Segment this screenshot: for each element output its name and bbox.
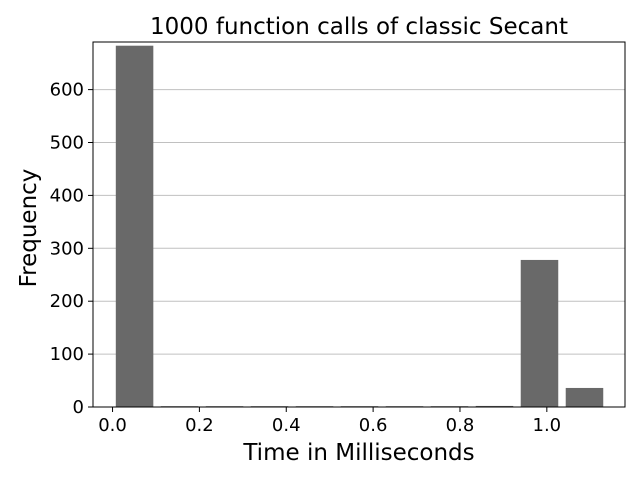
x-tick-label: 0.2: [185, 415, 214, 436]
y-tick-label: 300: [50, 238, 84, 259]
x-axis-label: Time in Milliseconds: [242, 440, 474, 466]
y-tick-label: 0: [73, 397, 84, 418]
x-tick-label: 1.0: [533, 415, 562, 436]
y-tick-label: 100: [50, 344, 84, 365]
x-tick-label: 0.8: [446, 415, 475, 436]
y-tick-label: 500: [50, 133, 84, 154]
x-tick-label: 0.6: [359, 415, 388, 436]
y-tick-label: 400: [50, 185, 84, 206]
x-tick-label: 0.0: [98, 415, 127, 436]
bars: [115, 45, 604, 407]
y-tick-label: 200: [50, 291, 84, 312]
histogram-bar: [115, 45, 154, 407]
y-tick-label: 600: [50, 80, 84, 101]
y-axis-label: Frequency: [16, 169, 42, 288]
x-tick-label: 0.4: [272, 415, 301, 436]
y-axis-ticks: 0 100 200 300 400 500 600: [50, 80, 93, 418]
histogram-bar: [565, 387, 604, 407]
x-axis-ticks: 0.0 0.2 0.4 0.6 0.8 1.0: [98, 407, 561, 436]
chart-title: 1000 function calls of classic Secant: [150, 14, 568, 40]
plot-frame: [92, 41, 626, 408]
histogram-bar: [475, 405, 514, 407]
histogram-bar: [520, 259, 559, 407]
